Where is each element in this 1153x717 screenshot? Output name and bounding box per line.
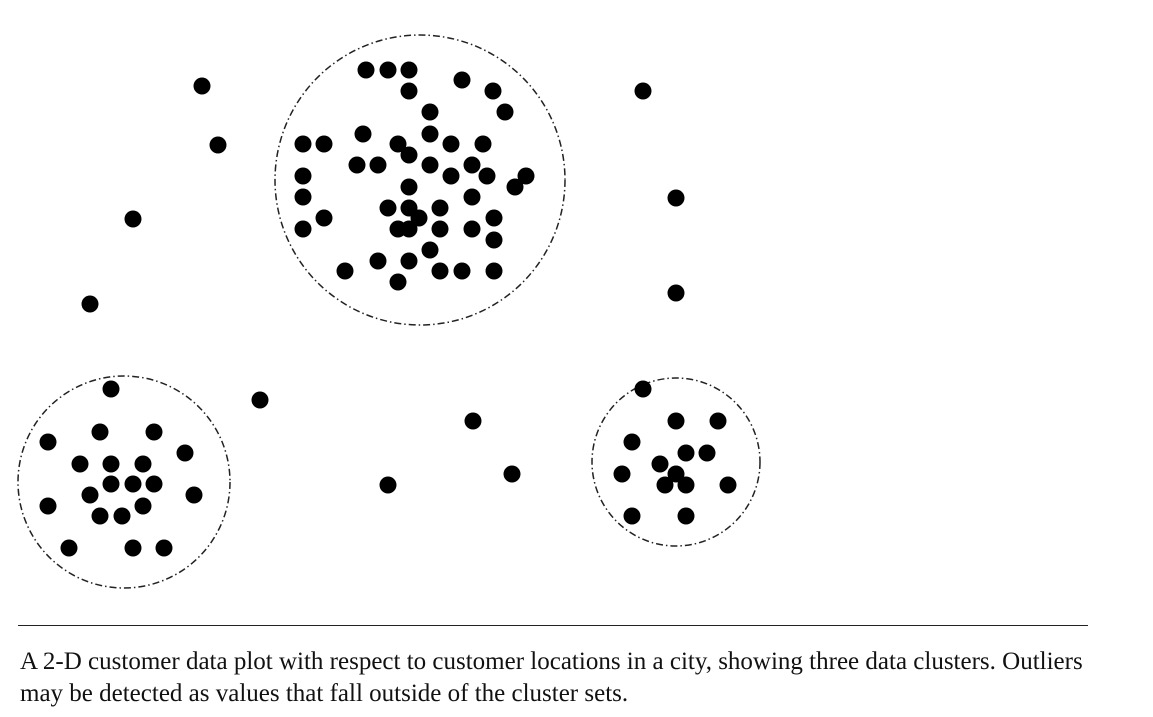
- cluster-top-point: [400, 220, 418, 238]
- cluster-top-point: [463, 156, 481, 174]
- cluster-top-point: [517, 167, 535, 185]
- outlier-point: [667, 189, 685, 207]
- cluster-right-point: [709, 412, 727, 430]
- cluster-top-point: [294, 188, 312, 206]
- cluster-left-point: [176, 444, 194, 462]
- cluster-top-point: [474, 135, 492, 153]
- cluster-top-point: [379, 61, 397, 79]
- cluster-right-point: [719, 476, 737, 494]
- cluster-left-point: [185, 486, 203, 504]
- cluster-right-point: [677, 476, 695, 494]
- cluster-top-point: [369, 156, 387, 174]
- cluster-left-point: [102, 475, 120, 493]
- cluster-right-point: [656, 476, 674, 494]
- figure-caption: A 2-D customer data plot with respect to…: [20, 648, 1083, 707]
- cluster-right-point: [677, 507, 695, 525]
- cluster-top-point: [421, 103, 439, 121]
- cluster-top-point: [348, 156, 366, 174]
- cluster-right-point: [634, 380, 652, 398]
- cluster-top-point: [400, 82, 418, 100]
- cluster-top-point: [389, 135, 407, 153]
- cluster-left-point: [91, 507, 109, 525]
- cluster-top-point: [431, 262, 449, 280]
- cluster-right-point: [623, 433, 641, 451]
- cluster-top-point: [357, 61, 375, 79]
- cluster-left-point: [39, 497, 57, 515]
- cluster-top-point: [485, 209, 503, 227]
- cluster-top-point: [506, 178, 524, 196]
- outlier-point: [464, 412, 482, 430]
- cluster-top-point: [463, 220, 481, 238]
- data-points: [39, 61, 737, 557]
- cluster-top-point: [410, 209, 428, 227]
- cluster-top-point: [315, 209, 333, 227]
- cluster-top-point: [369, 252, 387, 270]
- cluster-left-point: [145, 423, 163, 441]
- cluster-left-point: [124, 475, 142, 493]
- outlier-point: [634, 82, 652, 100]
- cluster-top-point: [400, 146, 418, 164]
- cluster-left-point: [155, 539, 173, 557]
- cluster-left-point: [102, 455, 120, 473]
- cluster-top-point: [336, 262, 354, 280]
- cluster-top-point: [431, 199, 449, 217]
- cluster-top-point: [431, 220, 449, 238]
- cluster-top-point: [442, 135, 460, 153]
- cluster-left-point: [102, 380, 120, 398]
- cluster-top-point: [379, 199, 397, 217]
- cluster-left-point: [113, 507, 131, 525]
- cluster-top-point: [294, 167, 312, 185]
- cluster-boundary-top: [274, 34, 566, 326]
- cluster-left-point: [124, 539, 142, 557]
- cluster-top-point: [400, 252, 418, 270]
- cluster-right-point: [667, 465, 685, 483]
- cluster-boundary-right: [591, 377, 761, 547]
- cluster-top-point: [463, 188, 481, 206]
- cluster-top-point: [421, 125, 439, 143]
- cluster-right-point: [677, 444, 695, 462]
- outlier-point: [81, 295, 99, 313]
- cluster-top-point: [453, 262, 471, 280]
- cluster-right-point: [623, 507, 641, 525]
- cluster-right-point: [613, 465, 631, 483]
- cluster-top-point: [354, 125, 372, 143]
- cluster-top-point: [421, 241, 439, 259]
- cluster-top-point: [485, 231, 503, 249]
- outlier-point: [193, 77, 211, 95]
- cluster-left-point: [134, 455, 152, 473]
- cluster-left-point: [134, 497, 152, 515]
- cluster-top-point: [400, 61, 418, 79]
- caption-divider: [18, 625, 1088, 626]
- outlier-point: [503, 465, 521, 483]
- cluster-top-point: [496, 103, 514, 121]
- outlier-point: [209, 136, 227, 154]
- cluster-top-point: [442, 167, 460, 185]
- cluster-top-point: [315, 135, 333, 153]
- cluster-left-point: [81, 486, 99, 504]
- cluster-top-point: [389, 273, 407, 291]
- cluster-top-point: [294, 135, 312, 153]
- cluster-right-point: [651, 455, 669, 473]
- cluster-left-point: [71, 455, 89, 473]
- customer-cluster-plot: [17, 34, 761, 589]
- cluster-right-point: [698, 444, 716, 462]
- outlier-point: [124, 210, 142, 228]
- cluster-top-point: [478, 167, 496, 185]
- cluster-left-point: [39, 433, 57, 451]
- outlier-point: [379, 476, 397, 494]
- cluster-left-point: [145, 475, 163, 493]
- cluster-boundary-left: [17, 375, 231, 589]
- cluster-right-point: [667, 412, 685, 430]
- cluster-top-point: [453, 71, 471, 89]
- cluster-boundaries: [17, 34, 761, 589]
- cluster-top-point: [484, 82, 502, 100]
- cluster-top-point: [400, 178, 418, 196]
- cluster-top-point: [421, 156, 439, 174]
- outlier-point: [251, 391, 269, 409]
- cluster-top-point: [485, 262, 503, 280]
- cluster-top-point: [294, 220, 312, 238]
- cluster-left-point: [60, 539, 78, 557]
- outlier-point: [667, 284, 685, 302]
- cluster-left-point: [91, 423, 109, 441]
